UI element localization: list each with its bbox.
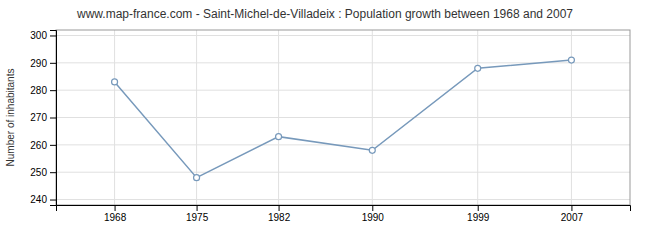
chart: www.map-france.com - Saint-Michel-de-Vil… bbox=[0, 0, 650, 229]
y-tick-label: 270 bbox=[30, 112, 47, 123]
point bbox=[369, 147, 375, 153]
y-grid-line bbox=[56, 199, 630, 200]
x-tick-mark bbox=[372, 205, 373, 211]
point bbox=[276, 134, 282, 140]
x-tick-label: 1968 bbox=[104, 212, 127, 223]
x-tick: 1990 bbox=[362, 205, 385, 223]
y-tick: 250 bbox=[30, 167, 56, 178]
y-axis-title: Number of inhabitants bbox=[5, 69, 16, 167]
y-tick: 300 bbox=[30, 30, 56, 41]
y-tick-label: 290 bbox=[30, 58, 47, 69]
y-tick-mark bbox=[50, 145, 56, 146]
x-tick-mark bbox=[478, 205, 479, 211]
point bbox=[112, 79, 118, 85]
plot-frame bbox=[56, 30, 630, 205]
x-tick-label: 1982 bbox=[268, 212, 291, 223]
point bbox=[568, 57, 574, 63]
x-tick: 1999 bbox=[467, 205, 490, 223]
x-tick-mark bbox=[197, 205, 198, 211]
y-tick: 240 bbox=[30, 194, 56, 205]
y-tick-mark bbox=[50, 172, 56, 173]
y-grid-line bbox=[56, 117, 630, 118]
plot: 1968197519821990199920072402502602702802… bbox=[30, 30, 630, 223]
x-tick: 1968 bbox=[104, 205, 127, 223]
y-tick-mark bbox=[50, 90, 56, 91]
grid bbox=[56, 30, 630, 205]
y-tick-mark bbox=[50, 35, 56, 36]
point bbox=[194, 175, 200, 181]
y-tick-label: 240 bbox=[30, 194, 47, 205]
y-tick-mark bbox=[50, 118, 56, 119]
y-axis: 240 250 260 270 280 290 300 bbox=[30, 30, 56, 205]
y-tick: 270 bbox=[30, 112, 56, 123]
point bbox=[475, 65, 481, 71]
x-tick-label: 2007 bbox=[561, 212, 584, 223]
y-tick: 260 bbox=[30, 140, 56, 151]
x-tick-mark bbox=[571, 205, 572, 211]
x-tick-label: 1999 bbox=[467, 212, 490, 223]
y-tick-label: 300 bbox=[30, 30, 47, 41]
y-tick-mark bbox=[50, 200, 56, 201]
y-tick-label: 260 bbox=[30, 140, 47, 151]
y-tick-label: 250 bbox=[30, 167, 47, 178]
y-grid-line bbox=[56, 35, 630, 36]
x-tick: 1975 bbox=[186, 205, 209, 223]
x-tick-mark bbox=[115, 205, 116, 211]
line bbox=[115, 60, 572, 178]
y-grid-line bbox=[56, 90, 630, 91]
y-grid-line bbox=[56, 172, 630, 173]
y-tick-label: 280 bbox=[30, 85, 47, 96]
x-tick-mark bbox=[279, 205, 280, 211]
x-axis: 1968 1975 1982 1990 1999 2007 bbox=[57, 205, 631, 223]
x-tick: 2007 bbox=[561, 205, 584, 223]
title: www.map-france.com - Saint-Michel-de-Vil… bbox=[76, 7, 573, 21]
x-tick-label: 1990 bbox=[362, 212, 385, 223]
y-tick: 280 bbox=[30, 85, 56, 96]
x-axis-line bbox=[57, 206, 631, 212]
y-tick-mark bbox=[50, 63, 56, 64]
x-tick-label: 1975 bbox=[186, 212, 209, 223]
y-axis-line bbox=[50, 31, 57, 206]
y-grid-line bbox=[56, 144, 630, 145]
y-tick: 290 bbox=[30, 58, 56, 69]
marks bbox=[112, 57, 575, 181]
x-tick: 1982 bbox=[268, 205, 291, 223]
